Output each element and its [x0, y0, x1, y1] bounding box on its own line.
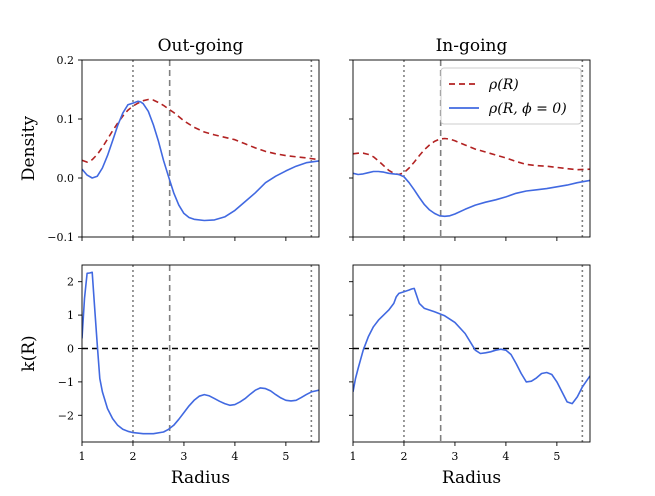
y-tick-label: 2 — [67, 276, 74, 289]
y-tick-label: −0.1 — [47, 231, 74, 244]
panel-title: Out-going — [158, 36, 244, 56]
series-line-rho-r — [82, 98, 319, 163]
series-line-rho-r-phi0 — [353, 170, 590, 218]
x-tick-label: 2 — [129, 450, 136, 463]
y-tick-label: −1 — [58, 376, 74, 389]
y-axis-label: k(R) — [19, 335, 39, 371]
series-line-rho-r — [353, 137, 590, 176]
y-axis-label: Density — [19, 115, 39, 181]
series-line-rho-r-phi0 — [82, 100, 319, 222]
plot-area — [82, 265, 319, 442]
y-tick-label: 0.2 — [57, 54, 75, 67]
x-tick-label: 2 — [400, 450, 407, 463]
x-tick-label: 1 — [79, 450, 86, 463]
plot-area — [82, 60, 319, 237]
x-tick-label: 5 — [553, 450, 560, 463]
x-axis-label: Radius — [171, 468, 230, 488]
x-tick-label: 1 — [350, 450, 357, 463]
legend-entry: ρ(R, ϕ = 0) — [488, 101, 567, 117]
y-tick-label: 0 — [67, 342, 74, 355]
series-line-rho-r-phi0 — [353, 287, 590, 405]
panel-ingoing-wavenumber: 1 2 3 4 5 Radius — [349, 264, 591, 488]
y-tick-label: 1 — [67, 309, 74, 322]
axes-frame — [352, 59, 591, 238]
y-tick-label: 0.0 — [57, 172, 75, 185]
legend: ρ(R) ρ(R, ϕ = 0) — [440, 67, 582, 125]
x-tick-label: 3 — [451, 450, 458, 463]
x-tick-label: 4 — [231, 450, 238, 463]
legend-entry: ρ(R) — [488, 77, 519, 93]
axes-frame — [81, 59, 320, 238]
panel-outgoing-density: −0.1 0.0 0.1 0.2 Out-going Density — [19, 36, 320, 244]
x-axis-label: Radius — [442, 468, 501, 488]
y-tick-label: 0.1 — [57, 113, 75, 126]
x-tick-label: 4 — [502, 450, 509, 463]
panel-title: In-going — [436, 36, 508, 56]
x-tick-label: 5 — [282, 450, 289, 463]
axes-frame — [81, 264, 320, 443]
series-line-rho-r-phi0 — [82, 271, 319, 435]
panel-outgoing-wavenumber: 1 2 3 4 5 −2 −1 0 1 2 Radius k(R) — [19, 264, 320, 488]
axes-frame — [352, 264, 591, 443]
y-tick-label: −2 — [58, 409, 74, 422]
legend-box — [440, 67, 582, 125]
x-tick-label: 3 — [180, 450, 187, 463]
panel-ingoing-density: In-going ρ(R) ρ(R, ϕ = 0) — [349, 36, 591, 241]
plot-area — [353, 265, 590, 442]
plot-area — [353, 60, 590, 237]
